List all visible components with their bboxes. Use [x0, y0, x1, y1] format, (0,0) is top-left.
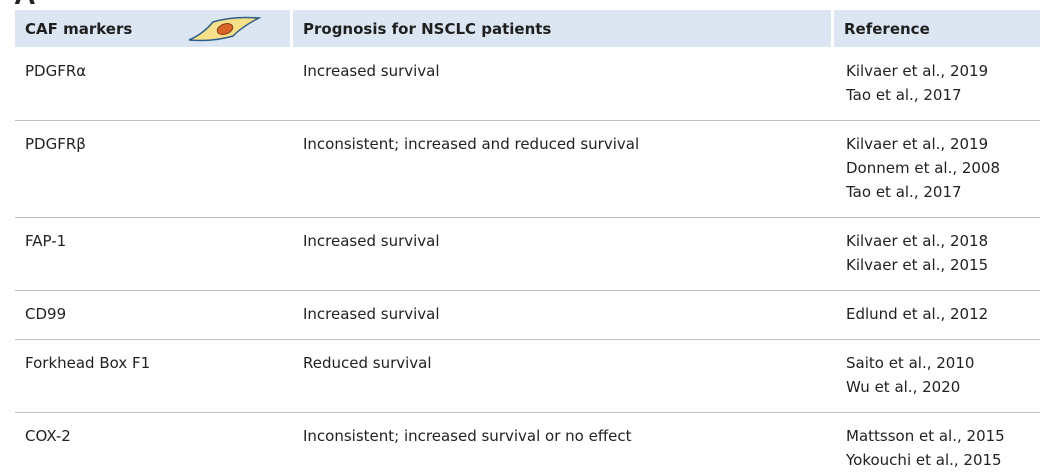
- prognosis-cell: Inconsistent; increased and reduced surv…: [303, 132, 639, 157]
- prognosis-cell: Increased survival: [303, 229, 440, 254]
- marker-cell: PDGFRα: [25, 59, 86, 84]
- reference-cell: Yokouchi et al., 2015: [846, 448, 1002, 473]
- page: A CAF markers Prognosis for NSCLC patien…: [0, 0, 1051, 470]
- header-text: CAF markers: [25, 20, 132, 38]
- marker-cell: FAP-1: [25, 229, 66, 254]
- header-cell: Prognosis for NSCLC patients: [293, 10, 831, 47]
- reference-cell: Edlund et al., 2012: [846, 302, 988, 327]
- prognosis-cell: Reduced survival: [303, 351, 432, 376]
- header-text: Prognosis for NSCLC patients: [303, 20, 551, 38]
- prognosis-cell: Inconsistent; increased survival or no e…: [303, 424, 632, 449]
- reference-cell: Kilvaer et al., 2018: [846, 229, 988, 254]
- reference-cell: Donnem et al., 2008: [846, 156, 1000, 181]
- row-divider: [15, 217, 1040, 218]
- row-divider: [15, 339, 1040, 340]
- reference-cell: Saito et al., 2010: [846, 351, 974, 376]
- reference-cell: Kilvaer et al., 2015: [846, 253, 988, 278]
- header-cell: CAF markers: [15, 10, 290, 47]
- prognosis-cell: Increased survival: [303, 302, 440, 327]
- marker-cell: PDGFRβ: [25, 132, 86, 157]
- reference-cell: Wu et al., 2020: [846, 375, 960, 400]
- reference-cell: Kilvaer et al., 2019: [846, 59, 988, 84]
- header-text: Reference: [844, 20, 930, 38]
- reference-cell: Kilvaer et al., 2019: [846, 132, 988, 157]
- reference-cell: Tao et al., 2017: [846, 180, 962, 205]
- header-cell: Reference: [834, 10, 1040, 47]
- row-divider: [15, 412, 1040, 413]
- row-divider: [15, 290, 1040, 291]
- reference-cell: Mattsson et al., 2015: [846, 424, 1005, 449]
- marker-cell: COX-2: [25, 424, 71, 449]
- reference-cell: Tao et al., 2017: [846, 83, 962, 108]
- marker-cell: CD99: [25, 302, 66, 327]
- cell-icon: [183, 14, 263, 44]
- row-divider: [15, 120, 1040, 121]
- marker-cell: Forkhead Box F1: [25, 351, 150, 376]
- prognosis-cell: Increased survival: [303, 59, 440, 84]
